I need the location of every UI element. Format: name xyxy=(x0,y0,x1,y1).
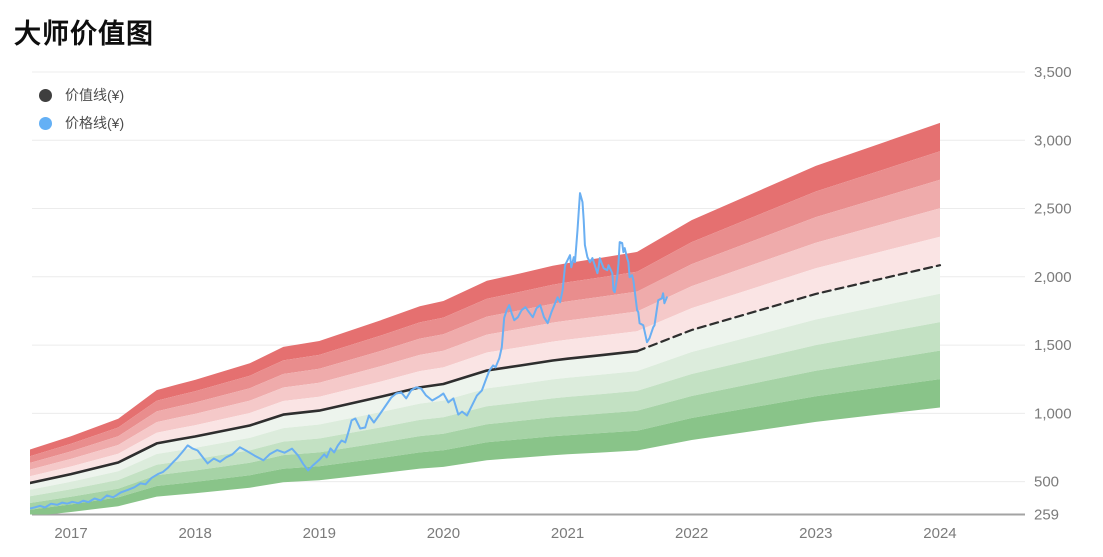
chart-legend: 价值线(¥) 价格线(¥) xyxy=(39,85,124,133)
x-axis-tick-label: 2017 xyxy=(54,525,87,542)
y-axis-tick-label: 3,500 xyxy=(1034,64,1072,81)
x-axis-tick-label: 2023 xyxy=(799,525,832,542)
valuation-band xyxy=(30,122,940,457)
y-axis-tick-label: 500 xyxy=(1034,474,1059,491)
page-title: 大师价值图 xyxy=(14,19,154,49)
price-line-legend-label: 价格线(¥) xyxy=(65,115,125,131)
legend-item-price-line[interactable]: 价格线(¥) xyxy=(39,113,124,133)
valuation-band xyxy=(30,265,940,490)
x-axis-tick-label: 2019 xyxy=(303,525,336,542)
value-forecast-dashed-path xyxy=(636,264,942,353)
y-axis-tick-label: 259 xyxy=(1034,507,1059,524)
valuation-bands xyxy=(30,122,940,515)
price-line-swatch-icon xyxy=(39,116,52,130)
x-axis-tick-label: 2022 xyxy=(675,525,708,542)
y-axis-tick-label: 2,500 xyxy=(1034,201,1072,218)
y-axis-tick-label: 1,500 xyxy=(1034,337,1072,354)
valuation-band xyxy=(30,236,940,483)
y-axis-tick-label: 2,000 xyxy=(1034,269,1072,286)
y-axis-tick-label: 1,000 xyxy=(1034,405,1072,422)
x-axis-tick-label: 2020 xyxy=(427,525,460,542)
x-axis-tick-label: 2024 xyxy=(923,525,956,542)
value-line-path xyxy=(30,349,639,485)
valuation-band xyxy=(30,350,940,510)
y-axis-tick-label: 3,000 xyxy=(1034,132,1072,149)
valuation-band xyxy=(30,179,940,470)
value-line-swatch-icon xyxy=(39,88,52,102)
legend-item-value-line[interactable]: 价值线(¥) xyxy=(39,85,124,105)
x-axis-tick-label: 2021 xyxy=(551,525,584,542)
valuation-band xyxy=(30,208,940,477)
valuation-band xyxy=(30,293,940,497)
valuation-band xyxy=(30,379,940,515)
valuation-band xyxy=(30,151,940,463)
value-line-legend-label: 价值线(¥) xyxy=(65,87,125,103)
x-axis-tick-label: 2018 xyxy=(178,525,211,542)
price-line-path xyxy=(30,192,668,510)
